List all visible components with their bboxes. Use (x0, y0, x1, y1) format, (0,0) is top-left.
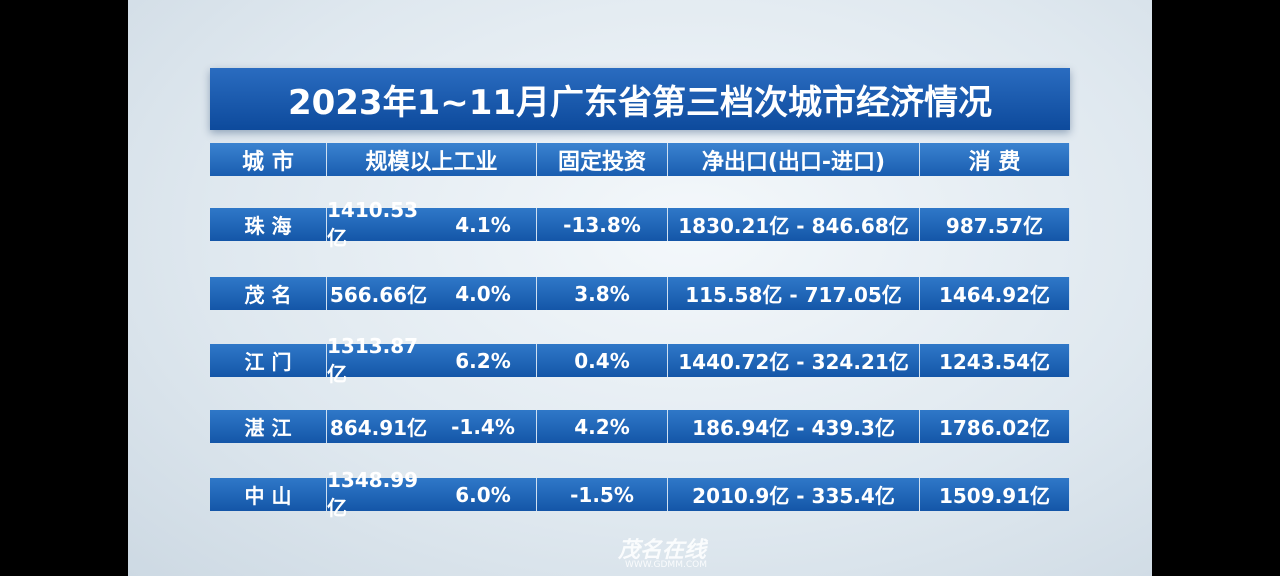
data-row: 湛 江 864.91亿 -1.4% 4.2% 186.94亿 - 439.3亿 1786.… (210, 410, 1070, 443)
table-cell: 1786.02亿 (920, 410, 1070, 443)
table-cell: 珠 海 (210, 208, 327, 241)
watermark-url: WWW.GDMM.COM (625, 560, 707, 570)
table-cell: 4.0% (430, 277, 537, 310)
table-cell: 4.2% (537, 410, 668, 443)
table-cell: 1830.21亿 - 846.68亿 (668, 208, 920, 241)
table-cell: 566.66亿 (327, 277, 430, 310)
table-cell: 1509.91亿 (920, 478, 1070, 511)
watermark-name: 茂名在线 (618, 538, 707, 563)
table-cell: 987.57亿 (920, 208, 1070, 241)
table-cell: 1410.53亿 (327, 198, 430, 250)
video-frame: 2023年1~11月广东省第三档次城市经济情况 茂名在线 WWW.GDMM.CO… (128, 0, 1152, 576)
table-cell: 6.2% (430, 344, 537, 377)
header-cell: 消 费 (920, 143, 1070, 176)
data-row: 茂 名 566.66亿 4.0% 3.8% 115.58亿 - 717.05亿 1464.… (210, 277, 1070, 310)
header-cell: 固定投资 (537, 143, 668, 176)
table-cell: 1440.72亿 - 324.21亿 (668, 344, 920, 377)
table-cell: 864.91亿 (327, 410, 430, 443)
table-cell: 2010.9亿 - 335.4亿 (668, 478, 920, 511)
table-cell: 0.4% (537, 344, 668, 377)
table-cell: 1313.87亿 (327, 334, 430, 386)
table-cell: 茂 名 (210, 277, 327, 310)
table-cell: 中 山 (210, 478, 327, 511)
table-cell: -13.8% (537, 208, 668, 241)
table-cell: 1348.99亿 (327, 468, 430, 520)
table-cell: -1.5% (537, 478, 668, 511)
table-cell: 江 门 (210, 344, 327, 377)
table-cell: 115.58亿 - 717.05亿 (668, 277, 920, 310)
table-cell: 3.8% (537, 277, 668, 310)
title: 2023年1~11月广东省第三档次城市经济情况 (210, 68, 1070, 130)
data-row: 珠 海 1410.53亿 4.1% -13.8% 1830.21亿 - 846.68亿 9… (210, 198, 1070, 250)
header-cell: 城 市 (210, 143, 327, 176)
table-cell: 4.1% (430, 208, 537, 241)
table-cell: 1243.54亿 (920, 344, 1070, 377)
table-cell: 1464.92亿 (920, 277, 1070, 310)
table-cell: -1.4% (430, 410, 537, 443)
header-row: 城 市规模以上工业 固定投资 净出口(出口-进口) 消 费 (210, 143, 1070, 176)
table-cell: 湛 江 (210, 410, 327, 443)
header-cell: 规模以上工业 (327, 143, 537, 176)
header-cell: 净出口(出口-进口) (668, 143, 920, 176)
table-cell: 6.0% (430, 478, 537, 511)
data-row: 江 门 1313.87亿 6.2% 0.4% 1440.72亿 - 324.21亿 124… (210, 334, 1070, 386)
table-cell: 186.94亿 - 439.3亿 (668, 410, 920, 443)
data-row: 中 山 1348.99亿 6.0% -1.5% 2010.9亿 - 335.4亿 1509… (210, 468, 1070, 520)
